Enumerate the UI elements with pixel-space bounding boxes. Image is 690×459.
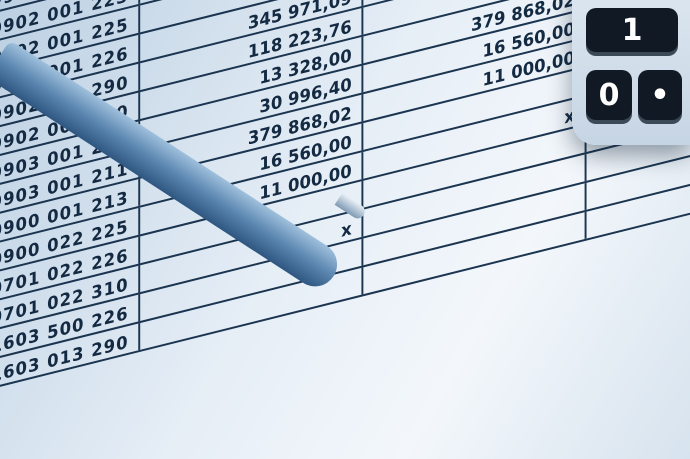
calculator: 1 0 • (572, 0, 690, 145)
calculator-key-dot: • (638, 70, 682, 120)
calculator-key-0: 0 (586, 70, 632, 120)
calculator-key-1: 1 (586, 8, 678, 52)
